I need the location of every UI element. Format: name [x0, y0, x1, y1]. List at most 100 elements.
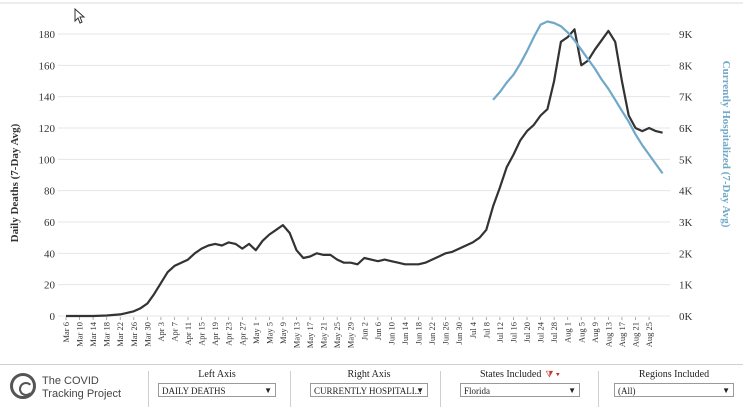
left-axis-title: Daily Deaths (7-Day Avg): [9, 123, 21, 242]
left-tick-label: 60: [44, 217, 56, 229]
states-label-text: States Included: [479, 369, 542, 380]
x-tick-label: May 13: [292, 322, 302, 348]
left-axis-control: Left Axis DAILY DEATHS ▼: [158, 369, 276, 397]
right-axis-ticks: 0K 1K 2K 3K 4K 5K 6K 7K 8K 9K: [679, 29, 693, 323]
right-axis-dropdown[interactable]: CURRENTLY HOSPITALI... ▼: [310, 383, 428, 397]
chart: 0 20 40 60 80 100 120 140 160 180 0K 1K 2K 3K 4K 5K 6K 7…: [0, 2, 743, 348]
regions-label: Regions Included: [638, 369, 710, 380]
x-tick-label: May 9: [278, 322, 288, 344]
x-tick-label: Apr 27: [237, 322, 247, 346]
x-tick-label: Jul 20: [522, 322, 532, 343]
right-tick-label: 9K: [679, 29, 693, 41]
x-tick-label: Jun 10: [386, 322, 396, 344]
right-tick-label: 1K: [679, 280, 693, 292]
x-tick-label: Aug 9: [590, 322, 600, 343]
right-tick-label: 0K: [679, 311, 693, 323]
x-tick-label: Jul 8: [481, 322, 491, 338]
left-tick-label: 40: [44, 248, 56, 260]
left-tick-label: 180: [39, 29, 56, 41]
x-tick-label: May 21: [319, 322, 329, 348]
right-tick-label: 8K: [679, 60, 693, 72]
x-tick-label: Aug 5: [576, 322, 586, 343]
controls-footer: The COVID Tracking Project Left Axis DAI…: [0, 364, 743, 413]
x-tick-label: Aug 17: [617, 322, 627, 347]
x-tick-label: Jul 28: [549, 322, 559, 343]
mouse-cursor-icon: [74, 8, 86, 24]
x-tick-label: Apr 15: [197, 322, 207, 346]
logo-text-line2: Tracking Project: [42, 388, 122, 400]
states-value: Florida: [464, 386, 490, 396]
chevron-down-icon: ▼: [416, 386, 424, 395]
left-tick-label: 160: [39, 60, 56, 72]
left-tick-label: 120: [39, 123, 56, 135]
x-tick-label: Mar 18: [102, 322, 112, 347]
logo-text-line1: The COVID: [42, 375, 99, 387]
x-tick-label: Apr 11: [183, 322, 193, 346]
states-dropdown[interactable]: Florida ▼: [460, 383, 580, 397]
right-tick-label: 2K: [679, 248, 693, 260]
x-tick-label: Jul 4: [468, 321, 478, 338]
left-tick-label: 100: [39, 154, 56, 166]
x-tick-label: Apr 3: [156, 322, 166, 342]
x-tick-label: Jun 30: [454, 322, 464, 344]
x-tick-label: Jun 22: [427, 322, 437, 344]
right-axis-label: Right Axis: [347, 369, 391, 380]
right-axis-control: Right Axis CURRENTLY HOSPITALI... ▼: [310, 369, 428, 397]
left-axis-value: DAILY DEATHS: [162, 386, 226, 396]
regions-control: Regions Included (All) ▼: [614, 369, 734, 397]
states-label: States Included ⧩ ▾: [460, 369, 580, 383]
logo-icon: [10, 373, 36, 399]
x-tick-label: Mar 26: [129, 322, 139, 347]
divider: [598, 371, 599, 407]
regions-dropdown[interactable]: (All) ▼: [614, 383, 734, 397]
x-tick-label: May 5: [264, 322, 274, 344]
left-axis-dropdown[interactable]: DAILY DEATHS ▼: [158, 383, 276, 397]
x-tick-label: Apr 19: [210, 322, 220, 346]
x-axis-ticks: Mar 6 Mar 10 Mar 14 Mar 18 Mar 22 Mar 26 Mar 3…: [61, 317, 654, 348]
x-tick-label: Mar 6: [61, 322, 71, 343]
x-tick-label: Mar 22: [115, 322, 125, 347]
x-tick-label: Jun 18: [414, 322, 424, 344]
currently-hospitalized-line[interactable]: [492, 20, 664, 175]
x-tick-label: Mar 30: [142, 322, 152, 347]
x-tick-label: Jul 12: [495, 322, 505, 343]
left-tick-label: 80: [44, 186, 56, 198]
chevron-down-icon: ▼: [722, 386, 730, 395]
x-tick-label: Aug 1: [563, 322, 573, 343]
right-tick-label: 7K: [679, 92, 693, 104]
x-tick-label: Aug 25: [644, 322, 654, 347]
states-control: States Included ⧩ ▾ Florida ▼: [460, 369, 580, 397]
x-tick-label: Apr 7: [169, 322, 179, 342]
right-tick-label: 5K: [679, 154, 693, 166]
left-tick-label: 0: [50, 311, 56, 323]
left-tick-label: 140: [39, 92, 56, 104]
x-tick-label: Jun 26: [441, 322, 451, 344]
left-tick-label: 20: [44, 280, 56, 292]
x-tick-label: Jul 24: [536, 321, 546, 342]
filter-icon[interactable]: ⧩ ▾: [545, 369, 561, 379]
right-tick-label: 4K: [679, 186, 693, 198]
x-tick-label: May 1: [251, 322, 261, 344]
x-tick-label: Mar 10: [75, 322, 85, 347]
right-tick-label: 3K: [679, 217, 693, 229]
chevron-down-icon: ▼: [264, 386, 272, 395]
x-tick-label: May 29: [346, 322, 356, 348]
logo-text: The COVID Tracking Project: [42, 375, 121, 401]
x-tick-label: Mar 14: [88, 321, 98, 347]
left-axis-ticks: 0 20 40 60 80 100 120 140 160 180: [39, 29, 56, 323]
right-tick-label: 6K: [679, 123, 693, 135]
chevron-down-icon: ▼: [568, 386, 576, 395]
x-tick-label: Jun 6: [373, 322, 383, 340]
x-tick-label: May 17: [305, 322, 315, 348]
x-tick-label: Apr 23: [224, 322, 234, 346]
x-tick-label: Aug 21: [630, 322, 640, 347]
divider: [440, 371, 441, 407]
regions-value: (All): [618, 386, 636, 396]
gridlines: [58, 33, 670, 317]
covid-tracking-project-logo[interactable]: The COVID Tracking Project: [10, 373, 150, 405]
x-tick-label: Jun 14: [400, 321, 410, 344]
divider: [290, 371, 291, 407]
daily-deaths-line[interactable]: [66, 28, 663, 318]
x-tick-label: Jul 16: [508, 322, 518, 343]
left-axis-label: Left Axis: [198, 369, 236, 380]
